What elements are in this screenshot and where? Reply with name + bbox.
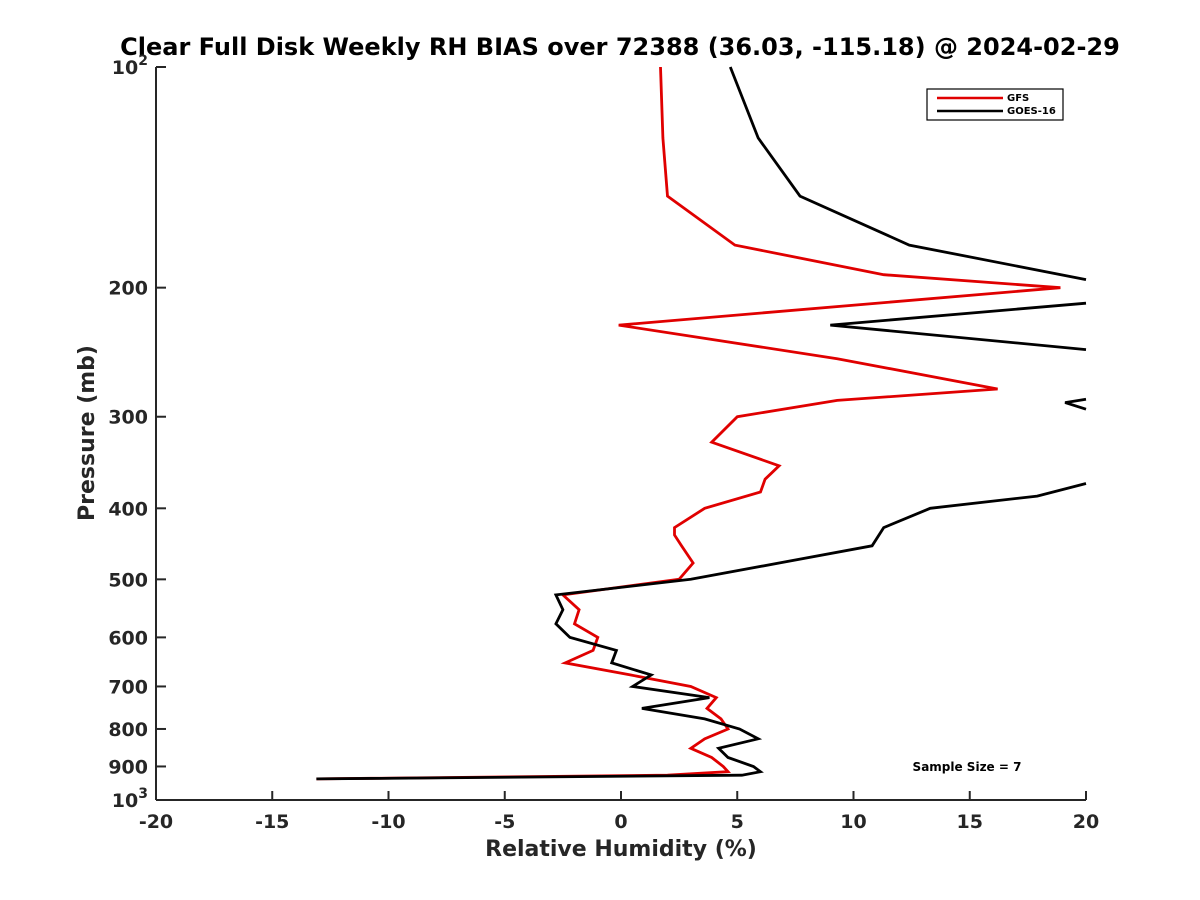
x-tick-label: -20: [139, 811, 173, 833]
y-tick-label: 300: [108, 407, 148, 429]
legend-label-gfs: GFS: [1007, 93, 1029, 104]
chart-title: Clear Full Disk Weekly RH BIAS over 7238…: [120, 33, 1120, 61]
y-tick-label: 900: [108, 756, 148, 778]
y-tick-exponent: 2: [138, 53, 148, 69]
x-ticks: -20 -15 -10 -5 0 5 10 15 20: [139, 791, 1099, 833]
x-tick-label: -10: [371, 811, 405, 833]
legend-box: [926, 88, 1064, 121]
series-layer: [316, 66, 1087, 781]
x-tick-label: -15: [255, 811, 289, 833]
x-tick-label: 10: [840, 811, 866, 833]
x-axis-label: Relative Humidity (%): [485, 837, 757, 862]
y-tick-label: 200: [108, 278, 148, 300]
y-tick-label: 600: [108, 627, 148, 649]
y-tick-label: 103: [112, 786, 148, 812]
sample-size-annotation: Sample Size = 7: [913, 760, 1022, 774]
x-tick-label: 0: [614, 811, 627, 833]
y-axis-label: Pressure (mb): [75, 345, 100, 521]
series-line-gfs: [316, 66, 1061, 781]
series-line-goes16: [316, 66, 1087, 781]
y-tick-label: 700: [108, 676, 148, 698]
x-tick-label: 20: [1073, 811, 1099, 833]
y-tick-exponent: 3: [138, 786, 148, 802]
x-tick-label: 15: [957, 811, 983, 833]
legend: GFS GOES-16: [926, 88, 1064, 121]
y-tick-label: 800: [108, 719, 148, 741]
y-tick-label: 400: [108, 498, 148, 520]
x-tick-label: -5: [494, 811, 515, 833]
x-tick-label: 5: [731, 811, 744, 833]
y-tick-label: 102: [112, 53, 148, 79]
y-tick-base: 10: [112, 790, 138, 812]
y-tick-label: 500: [108, 569, 148, 591]
legend-label-goes16: GOES-16: [1007, 106, 1056, 117]
y-tick-base: 10: [112, 57, 138, 79]
plot-area: [156, 67, 1086, 800]
